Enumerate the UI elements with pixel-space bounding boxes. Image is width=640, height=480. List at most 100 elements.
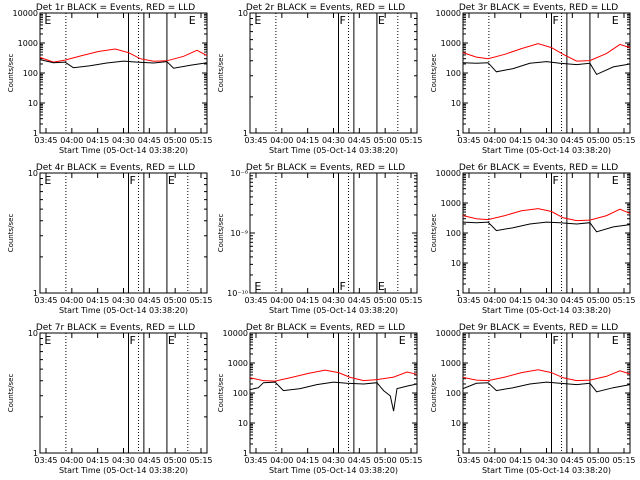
x-axis-label: Start Time (05-Oct-14 03:38:20) (59, 146, 188, 155)
y-axis-label: Counts/sec (430, 374, 438, 413)
x-tick-label: 04:30 (112, 456, 135, 465)
y-tick-label: 1 (456, 449, 461, 458)
event-marker-label: F (553, 334, 559, 347)
x-tick-label: 05:00 (374, 136, 397, 145)
y-tick-label: 10⁻⁹ (230, 229, 248, 238)
y-tick-label: 1 (33, 289, 38, 298)
x-tick-label: 04:00 (60, 136, 83, 145)
event-marker-label: E (378, 280, 385, 293)
y-tick-label: 1000 (441, 39, 461, 48)
x-axis-label: Start Time (05-Oct-14 03:38:20) (59, 306, 188, 315)
event-marker-label: E (612, 334, 619, 347)
y-tick-label: 1000 (228, 359, 248, 368)
x-axis-label: Start Time (05-Oct-14 03:38:20) (482, 306, 611, 315)
x-tick-label: 04:45 (561, 136, 584, 145)
lld-series-line (39, 48, 208, 63)
y-tick-label: 1 (243, 449, 248, 458)
chart-panel-3: Det 3r BLACK = Events, RED = LLD 1 10 100 10… (430, 3, 636, 155)
x-tick-label: 03:45 (244, 136, 267, 145)
y-axis-label: Counts/sec (7, 54, 15, 93)
plot-frame (249, 332, 418, 454)
x-tick-label: 04:30 (112, 136, 135, 145)
x-tick-label: 04:45 (348, 136, 371, 145)
chart-panel-1: Det 1r BLACK = Events, RED = LLD 1 10 100 10… (7, 3, 213, 155)
y-axis-label: Counts/sec (7, 374, 15, 413)
chart-panel-9: Det 9r BLACK = Events, RED = LLD 1 10 100 10… (430, 323, 636, 475)
x-axis-label: Start Time (05-Oct-14 03:38:20) (482, 466, 611, 475)
chart-title: Det 1r BLACK = Events, RED = LLD (36, 3, 195, 13)
events-series-line (39, 59, 208, 69)
x-tick-label: 04:00 (483, 456, 506, 465)
x-tick-label: 05:00 (587, 456, 610, 465)
plot-frame (39, 172, 208, 294)
event-marker-label: E (399, 334, 406, 347)
x-tick-label: 04:30 (322, 136, 345, 145)
x-tick-label: 04:30 (322, 456, 345, 465)
y-tick-label: 100 (446, 389, 461, 398)
event-marker-label: F (340, 14, 346, 27)
y-tick-label: 100 (446, 229, 461, 238)
y-axis-label: Counts/sec (217, 54, 225, 93)
x-tick-label: 04:30 (535, 136, 558, 145)
event-marker-label: F (340, 280, 346, 293)
y-tick-label: 1 (243, 129, 248, 138)
event-marker-label: E (254, 280, 261, 293)
x-tick-label: 03:45 (457, 456, 480, 465)
x-tick-label: 04:15 (509, 136, 532, 145)
y-tick-label: 1 (33, 129, 38, 138)
x-tick-label: 04:00 (60, 456, 83, 465)
x-tick-label: 03:45 (457, 136, 480, 145)
x-tick-label: 04:30 (535, 456, 558, 465)
chart-panel-4: Det 4r BLACK = Events, RED = LLD 1 10 Count… (7, 163, 213, 315)
y-tick-label: 10 (28, 169, 38, 178)
chart-panel-6: Det 6r BLACK = Events, RED = LLD 1 10 100 10… (430, 163, 636, 315)
events-series-line (462, 381, 631, 393)
y-axis-label: Counts/sec (430, 54, 438, 93)
x-tick-label: 05:15 (612, 456, 635, 465)
x-tick-label: 03:45 (457, 296, 480, 305)
x-tick-label: 04:15 (86, 296, 109, 305)
y-tick-label: 10 (451, 259, 461, 268)
event-marker-label: E (378, 14, 385, 27)
y-tick-label: 10 (451, 419, 461, 428)
x-tick-label: 03:45 (244, 456, 267, 465)
chart-panel-8: Det 8r BLACK = Events, RED = LLD 1 10 100 10… (217, 323, 423, 475)
x-tick-label: 04:15 (296, 136, 319, 145)
event-marker-label: E (254, 14, 261, 27)
chart-panel-5: Det 5r BLACK = Events, RED = LLD 10⁻¹⁰ 10⁻… (217, 163, 423, 315)
x-tick-label: 05:00 (164, 456, 187, 465)
plot-frame (462, 172, 631, 294)
x-axis-label: Start Time (05-Oct-14 03:38:20) (269, 306, 398, 315)
x-tick-label: 04:45 (561, 296, 584, 305)
events-series-line (249, 381, 418, 412)
chart-title: Det 8r BLACK = Events, RED = LLD (246, 323, 405, 333)
x-tick-label: 05:15 (612, 296, 635, 305)
y-axis-label: Counts/sec (430, 214, 438, 253)
x-tick-label: 04:00 (60, 296, 83, 305)
y-tick-label: 10 (238, 9, 248, 18)
x-tick-label: 04:45 (348, 456, 371, 465)
y-axis-label: Counts/sec (217, 214, 225, 253)
lld-series-line (249, 369, 418, 382)
y-tick-label: 100 (446, 69, 461, 78)
plot-frame (249, 172, 418, 294)
plot-frame (39, 12, 208, 134)
x-tick-label: 03:45 (34, 136, 57, 145)
x-tick-label: 03:45 (34, 456, 57, 465)
x-tick-label: 05:15 (399, 296, 422, 305)
y-tick-label: 10000 (436, 329, 461, 338)
event-marker-label: E (612, 14, 619, 27)
event-marker-label: F (553, 14, 559, 27)
x-tick-label: 03:45 (244, 296, 267, 305)
x-tick-label: 04:30 (322, 296, 345, 305)
chart-title: Det 2r BLACK = Events, RED = LLD (246, 3, 405, 13)
y-tick-label: 1000 (18, 39, 38, 48)
x-tick-label: 04:15 (86, 136, 109, 145)
chart-panel-7: Det 7r BLACK = Events, RED = LLD 1 10 Count… (7, 323, 213, 475)
y-tick-label: 1 (456, 129, 461, 138)
y-tick-label: 1 (33, 449, 38, 458)
x-tick-label: 05:15 (399, 456, 422, 465)
event-marker-label: F (130, 334, 136, 347)
x-tick-label: 05:00 (164, 136, 187, 145)
